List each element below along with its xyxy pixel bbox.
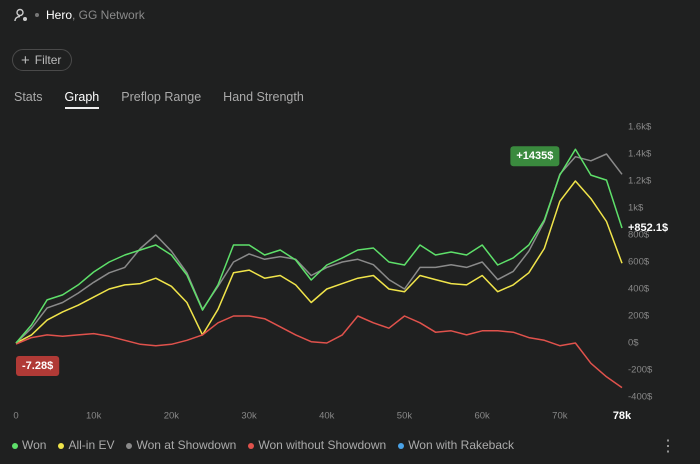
legend-dot <box>12 442 18 449</box>
x-tick-label: 50k <box>397 411 413 422</box>
tab[interactable]: Preflop Range <box>121 90 202 104</box>
annotation-text: +852.1$ <box>628 222 668 234</box>
series-line <box>15 315 623 389</box>
y-tick-label: 400$ <box>628 284 650 295</box>
legend-item[interactable]: Won <box>12 438 46 452</box>
annotation-badge <box>16 355 60 376</box>
series-line <box>15 180 623 344</box>
y-tick-label: 1.2k$ <box>628 176 652 187</box>
y-tick-label: -400$ <box>628 392 653 403</box>
annotation: +852.1$ <box>628 222 668 234</box>
header: Hero , GG Network <box>14 8 145 22</box>
x-tick-label: 78k <box>613 410 632 422</box>
legend-label: Won <box>22 438 47 452</box>
network-name: , GG Network <box>72 8 145 22</box>
tab[interactable]: Hand Strength <box>223 90 304 104</box>
annotation-badge <box>510 146 560 167</box>
legend-dot <box>126 442 133 449</box>
legend-dot <box>248 442 255 449</box>
legend: Won All-in EV Won at Showdown Won without S… <box>12 438 514 452</box>
legend-label: Won with Rakeback <box>408 438 515 452</box>
x-tick-label: 70k <box>552 411 568 422</box>
annotation: +1435$ <box>510 146 560 167</box>
annotation-text: +1435$ <box>516 150 553 162</box>
status-dot <box>35 13 39 17</box>
legend-label: Won at Showdown <box>136 438 237 452</box>
filter-button[interactable]: + Filter <box>12 49 73 71</box>
legend-dot <box>398 442 405 449</box>
y-tick-label: 600$ <box>628 257 650 268</box>
user-icon <box>14 8 27 22</box>
legend-item[interactable]: Won at Showdown <box>126 438 236 452</box>
annotation-text: -7.28$ <box>22 360 53 372</box>
more-menu[interactable]: ⋮ <box>660 438 676 455</box>
x-tick-label: 20k <box>164 411 180 422</box>
x-tick-label: 0 <box>13 411 18 422</box>
y-tick-label: 800$ <box>628 230 650 241</box>
legend-item[interactable]: All-in EV <box>58 438 114 452</box>
annotation: -7.28$ <box>16 355 60 376</box>
series-line <box>15 153 623 344</box>
y-tick-label: -200$ <box>628 365 653 376</box>
user-name: Hero <box>46 8 73 22</box>
x-tick-label: 30k <box>241 411 257 422</box>
y-tick-label: 1.6k$ <box>628 122 652 133</box>
plus-icon: + <box>21 51 30 69</box>
filter-label: Filter <box>34 53 62 67</box>
legend-item[interactable]: Won without Showdown <box>248 438 386 452</box>
tab[interactable]: Stats <box>14 90 43 104</box>
x-tick-label: 10k <box>86 411 102 422</box>
legend-dot <box>58 442 65 449</box>
series-line <box>15 148 623 344</box>
legend-item[interactable]: Won with Rakeback <box>398 438 514 452</box>
x-tick-label: 40k <box>319 411 335 422</box>
legend-label: All-in EV <box>68 438 115 452</box>
x-tick-label: 60k <box>474 411 490 422</box>
y-tick-label: 200$ <box>628 311 650 322</box>
tabs: Stats Graph Preflop Range Hand Strength <box>14 90 304 109</box>
y-tick-label: 0$ <box>628 338 639 349</box>
chart: -400$ -200$ 0$ 200$ 400$ 600$ 800$ 1k$ 1.2k$ 1.4k… <box>13 122 668 422</box>
tab[interactable]: Graph <box>64 90 100 109</box>
legend-label: Won without Showdown <box>258 438 387 452</box>
y-tick-label: 1.4k$ <box>628 149 652 160</box>
y-tick-label: 1k$ <box>628 203 644 214</box>
